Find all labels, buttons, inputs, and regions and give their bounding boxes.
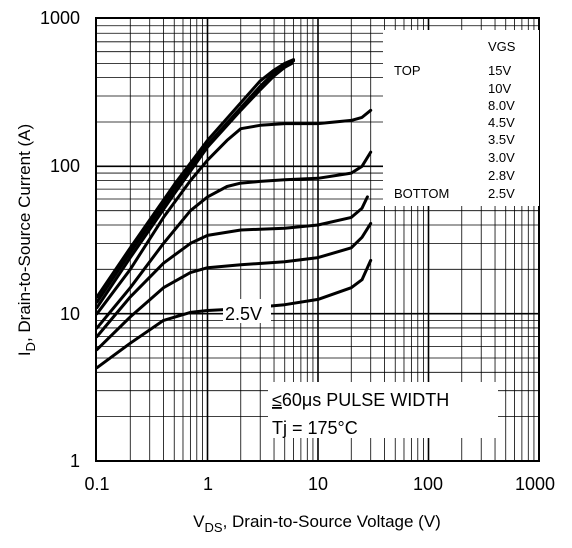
x-axis-title: VDS, Drain-to-Source Voltage (V)	[193, 512, 441, 535]
series-line-2-8v	[95, 221, 373, 352]
x-tick-10: 10	[308, 474, 328, 494]
x-tick-0-1: 0.1	[84, 474, 109, 494]
legend-header: VGS	[488, 39, 516, 54]
y-tick-10: 10	[60, 304, 80, 324]
legend-entry-2-5v: 2.5V	[488, 186, 515, 201]
y-tick-100: 100	[50, 156, 80, 176]
legend-entry-8v: 8.0V	[488, 98, 515, 113]
x-axis-title-rest: , Drain-to-Source Voltage (V)	[223, 512, 441, 531]
x-axis-title-main: V	[193, 512, 205, 531]
curve-label-2-5v: 2.5V	[225, 304, 262, 324]
y-axis-ticks: 1000 100 10 1	[40, 8, 80, 471]
series-group	[95, 58, 373, 370]
legend-entry-3v: 3.0V	[488, 150, 515, 165]
plot-frame	[95, 17, 540, 462]
legend-top-label: TOP	[394, 63, 421, 78]
x-tick-1: 1	[203, 474, 213, 494]
curve-label-bg	[223, 299, 271, 323]
y-axis-title-sub: D	[23, 342, 38, 351]
y-axis-title: ID, Drain-to-Source Current (A)	[15, 124, 38, 356]
x-axis-title-sub: DS	[205, 520, 223, 535]
legend-entry-15v: 15V	[488, 63, 511, 78]
series-line-10v	[95, 59, 295, 304]
x-tick-1000: 1000	[515, 474, 555, 494]
series-line-8-0v	[95, 61, 294, 310]
series-line-3-0v	[95, 195, 369, 338]
y-axis-title-main: I	[15, 351, 34, 356]
legend-entry-10v: 10V	[488, 81, 511, 96]
pulse-note-prefix: ≤	[272, 390, 282, 410]
legend-entry-4-5v: 4.5V	[488, 115, 515, 130]
legend-entry-3-5v: 3.5V	[488, 132, 515, 147]
legend: VGS TOP BOTTOM 15V 10V 8.0V 4.5V 3.5V 3.…	[394, 39, 516, 201]
temperature-note: Tj = 175°C	[272, 418, 358, 438]
y-axis-title-rest: , Drain-to-Source Current (A)	[15, 124, 34, 342]
pulse-width-note: ≤60μs PULSE WIDTH	[272, 390, 449, 410]
series-line-3-5v	[95, 150, 373, 330]
legend-entry-2-8v: 2.8V	[488, 168, 515, 183]
x-tick-100: 100	[413, 474, 443, 494]
pulse-note-text: 60μs PULSE WIDTH	[282, 390, 449, 410]
x-axis-ticks: 0.1 1 10 100 1000	[84, 474, 555, 494]
series-line-4-5v	[95, 108, 373, 316]
y-tick-1000: 1000	[40, 8, 80, 28]
legend-box	[383, 30, 539, 206]
legend-bottom-label: BOTTOM	[394, 186, 449, 201]
y-tick-1: 1	[70, 451, 80, 471]
note-box	[268, 382, 498, 438]
